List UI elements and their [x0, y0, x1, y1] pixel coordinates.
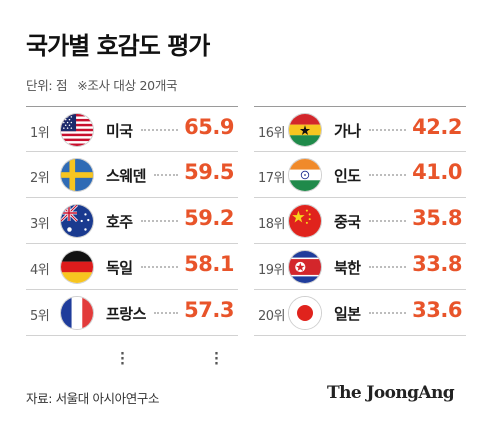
score-value: 35.8: [412, 206, 462, 230]
survey-note: ※조사 대상 20개국: [77, 78, 178, 93]
rank-label: 2위: [30, 171, 50, 186]
score-value: 65.9: [184, 115, 234, 139]
country-name: 일본: [334, 305, 361, 323]
page-title: 국가별 호감도 평가: [26, 32, 210, 60]
ranking-column-bottom: 16위 가나 42.2 17위 인도 41.0 18위 중국 35.8 19위 북한 33.8 20위 일…: [254, 106, 466, 336]
dotted-leader: [369, 174, 406, 176]
rank-label: 17위: [258, 171, 286, 186]
brand-logo: The JoongAng: [327, 383, 455, 403]
rank-label: 3위: [30, 217, 50, 232]
dotted-leader: [141, 129, 178, 131]
north-korea-flag-icon: [288, 250, 322, 284]
dotted-leader: [369, 266, 406, 268]
country-name: 북한: [334, 259, 361, 277]
subtitle: 단위: 점 ※조사 대상 20개국: [26, 75, 178, 94]
dotted-leader: [141, 220, 178, 222]
rank-label: 16위: [258, 126, 286, 141]
dotted-leader: [369, 129, 406, 131]
country-name: 중국: [334, 213, 361, 231]
ranking-row: 2위 스웨덴 59.5: [26, 152, 238, 198]
germany-flag-icon: [60, 250, 94, 284]
australia-flag-icon: [60, 204, 94, 238]
country-name: 가나: [334, 122, 361, 140]
rank-label: 4위: [30, 263, 50, 278]
unit-label: 단위: 점: [26, 78, 68, 93]
ranking-row: 1위 미국 65.9: [26, 106, 238, 152]
score-value: 33.8: [412, 252, 462, 276]
rank-label: 19위: [258, 263, 286, 278]
dotted-leader: [154, 174, 178, 176]
country-name: 미국: [106, 122, 133, 140]
china-flag-icon: [288, 204, 322, 238]
ranking-row: 3위 호주 59.2: [26, 198, 238, 244]
ranking-row: 19위 북한 33.8: [254, 244, 466, 290]
rank-label: 20위: [258, 309, 286, 324]
rank-label: 1위: [30, 126, 50, 141]
country-name: 스웨덴: [106, 167, 146, 185]
source-note: 자료: 서울대 아시아연구소: [26, 391, 160, 406]
score-value: 57.3: [184, 298, 234, 322]
dotted-leader: [369, 312, 406, 314]
score-value: 59.2: [184, 206, 234, 230]
country-name: 독일: [106, 259, 133, 277]
dotted-leader: [154, 312, 178, 314]
france-flag-icon: [60, 296, 94, 330]
ranking-row: 17위 인도 41.0: [254, 152, 466, 198]
country-name: 인도: [334, 167, 361, 185]
score-value: 41.0: [412, 160, 462, 184]
score-value: 42.2: [412, 115, 462, 139]
ghana-flag-icon: [288, 113, 322, 147]
ranking-column-top: 1위 미국 65.9 2위 스웨덴 59.5 3위 호주 59.2 4위 독일 58.1 5위 프랑스 57…: [26, 106, 238, 336]
ranking-row: 5위 프랑스 57.3: [26, 290, 238, 336]
rank-label: 5위: [30, 309, 50, 324]
ranking-row: 16위 가나 42.2: [254, 106, 466, 152]
usa-flag-icon: [60, 113, 94, 147]
ranking-row: 18위 중국 35.8: [254, 198, 466, 244]
dotted-leader: [369, 220, 406, 222]
india-flag-icon: [288, 158, 322, 192]
ellipsis-marker: · · ·: [120, 347, 125, 372]
country-name: 호주: [106, 213, 133, 231]
ranking-row: 4위 독일 58.1: [26, 244, 238, 290]
japan-flag-icon: [288, 296, 322, 330]
dotted-leader: [141, 266, 178, 268]
rank-label: 18위: [258, 217, 286, 232]
score-value: 33.6: [412, 298, 462, 322]
ellipsis-marker: · · ·: [214, 347, 219, 372]
score-value: 58.1: [184, 252, 234, 276]
ranking-row: 20위 일본 33.6: [254, 290, 466, 336]
country-name: 프랑스: [106, 305, 146, 323]
sweden-flag-icon: [60, 158, 94, 192]
score-value: 59.5: [184, 160, 234, 184]
